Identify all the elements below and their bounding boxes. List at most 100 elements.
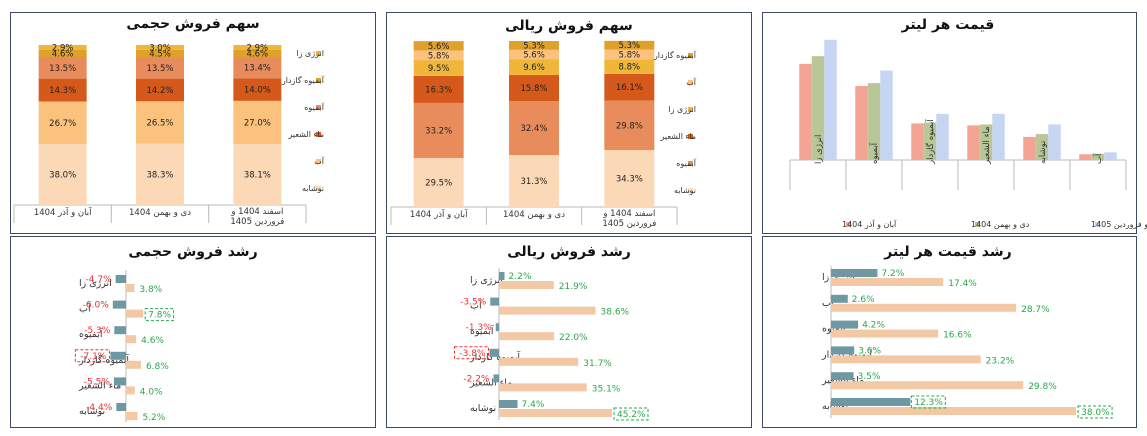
rial_growth-value-label: -3.5% <box>460 298 487 308</box>
rial_share-value-label: 15.8% <box>520 84 547 94</box>
price_per_liter-legend-swatch <box>975 222 980 227</box>
vol_growth-value-label: -4.7% <box>86 275 113 285</box>
vol_share-legend-swatch <box>316 132 321 137</box>
vol_growth-bar-s1 <box>115 275 126 283</box>
price_growth-value-label: 16.6% <box>943 331 972 341</box>
rial_share-bar-segment <box>509 101 559 156</box>
rial_growth-bar-s2 <box>499 383 587 392</box>
price_growth-highlight-box <box>1077 405 1113 419</box>
vol_share-value-label: 38.1% <box>244 171 271 181</box>
vol_share-legend-swatch <box>316 105 321 110</box>
rial_share-legend-label: آبمیوه گازدار <box>653 50 697 60</box>
rial_share-bar-segment <box>604 73 655 101</box>
vol_growth-highlight-box <box>74 349 110 363</box>
vol_growth-category-label: آبمیوه <box>79 327 103 340</box>
rial_share-value-label: 29.5% <box>425 179 452 189</box>
vol_share-value-label: 27.0% <box>244 118 271 128</box>
vol_growth-value-label: 5.2% <box>142 413 165 423</box>
rial_growth-bar-s1 <box>489 348 499 357</box>
vol_share-value-label: 26.7% <box>49 119 76 129</box>
vol_share-legend-swatch <box>316 51 321 56</box>
rial_share-category-label: اسفند 1404 و <box>602 209 655 219</box>
price_per_liter-bar <box>880 70 893 160</box>
vol_growth-value-label: 6.8% <box>146 362 169 372</box>
rial_share-bar-segment <box>604 59 655 74</box>
price_per_liter-category-label: آبمیوه <box>868 142 880 164</box>
price_per_liter-bar <box>979 124 993 160</box>
rial_share-value-label: 5.6% <box>428 42 450 52</box>
rial_growth-bar-s1 <box>499 272 505 280</box>
vol_growth-title: رشد فروش حجمی <box>128 244 257 260</box>
vol_share-legend-swatch <box>316 159 321 164</box>
price_per_liter-legend-label: دی و بهمن 1404 <box>971 220 1030 229</box>
price_per_liter-legend-swatch <box>846 222 851 227</box>
vol_share-bar-segment <box>233 49 282 57</box>
vol_share-legend-swatch <box>316 186 321 191</box>
rial_share-bar-segment <box>604 40 655 50</box>
rial_share-value-label: 16.1% <box>616 83 643 93</box>
vol_share-legend-label: آب <box>314 156 325 166</box>
price_per_liter-legend-swatch <box>1095 222 1100 227</box>
vol_share-category-label: دی و بهمن 1404 <box>129 208 191 218</box>
vol_share-bar-segment <box>233 45 282 50</box>
rial_growth-value-label: -1.3% <box>466 323 493 333</box>
vol_share-category-label: فروردین 1405 <box>230 217 284 227</box>
price_per_liter-category-label: ماء الشعیر <box>982 126 992 165</box>
vol_growth-category-label: ماء الشعیر <box>78 380 121 391</box>
vol_growth-bar-s1 <box>112 300 126 309</box>
rial_growth-category-label: ماء الشعیر <box>469 377 512 388</box>
vol_share-bar-segment <box>136 57 184 79</box>
rial_share-value-label: 5.3% <box>523 41 545 51</box>
price_growth-category-label: انرژی زا <box>822 272 855 283</box>
rial_growth-value-label: -2.2% <box>463 374 490 384</box>
price_growth-bar-s2 <box>831 355 981 364</box>
rial_share-legend-swatch <box>688 107 693 112</box>
vol_growth-bar-s2 <box>126 386 135 395</box>
rial_growth-bar-s1 <box>490 297 499 306</box>
vol_share-value-label: 4.6% <box>52 49 74 59</box>
price_per_liter-category-label: نوشابه <box>1038 141 1048 164</box>
rial_share-value-label: 16.3% <box>425 85 452 95</box>
rial_growth-value-label: 22.0% <box>559 333 588 343</box>
vol_share-bar-segment <box>38 49 87 57</box>
rial_growth-bar-s2 <box>499 281 554 289</box>
price_growth-bar-s2 <box>831 329 939 338</box>
rial_share-legend-swatch <box>688 80 693 85</box>
rial_share-legend-label: آبمیوه <box>676 158 697 168</box>
price_growth-bar-s2 <box>831 381 1024 390</box>
rial_growth-highlight-box <box>613 407 649 421</box>
vol_share-bar-segment <box>233 57 282 79</box>
vol_share-value-label: 13.5% <box>146 64 173 74</box>
vol_growth-bar-s2 <box>126 335 137 344</box>
vol_share-value-label: 26.5% <box>146 119 173 129</box>
price_growth-bar-s1 <box>831 320 859 329</box>
price_growth-bar-s1 <box>831 372 854 381</box>
vol_share-value-label: 4.5% <box>149 49 171 59</box>
rial_share-bar-segment <box>509 59 559 76</box>
rial_growth-value-label: 38.6% <box>601 308 630 318</box>
rial_share-value-label: 9.6% <box>523 63 545 73</box>
rial_share-legend-swatch <box>688 188 693 193</box>
price_growth-title: رشد قیمت هر لیتر <box>883 244 1011 260</box>
rial_growth-value-label: 7.4% <box>522 400 545 410</box>
vol_share-value-label: 14.2% <box>146 86 173 96</box>
price_per_liter-bar <box>992 113 1005 160</box>
vol_share-bar-segment <box>233 78 282 101</box>
rial_share-legend-label: آب <box>686 77 697 87</box>
vol_growth-value-label: -6.0% <box>83 301 110 311</box>
rial_share-value-label: 5.6% <box>523 50 545 60</box>
rial_growth-category-label: انرژی زا <box>470 275 503 286</box>
vol_share-legend-label: آبمیوه <box>304 102 325 112</box>
price_growth-bar-s1 <box>831 269 878 277</box>
vol_share-legend-label: ماء الشعیر <box>287 130 324 139</box>
price_per_liter-bar <box>1048 124 1061 160</box>
vol_share-value-label: 14.0% <box>244 86 271 96</box>
panel-price-growth <box>762 236 1137 428</box>
rial_share-bar-segment <box>509 75 559 102</box>
rial_growth-category-label: آب <box>470 299 482 312</box>
price_per_liter-title: قیمت هر لیتر <box>901 17 995 33</box>
price_per_liter-bar <box>936 113 949 160</box>
rial_growth-bar-s2 <box>499 409 612 417</box>
vol_share-bar-segment <box>38 45 87 50</box>
price_growth-value-label: 38.0% <box>1081 408 1110 418</box>
